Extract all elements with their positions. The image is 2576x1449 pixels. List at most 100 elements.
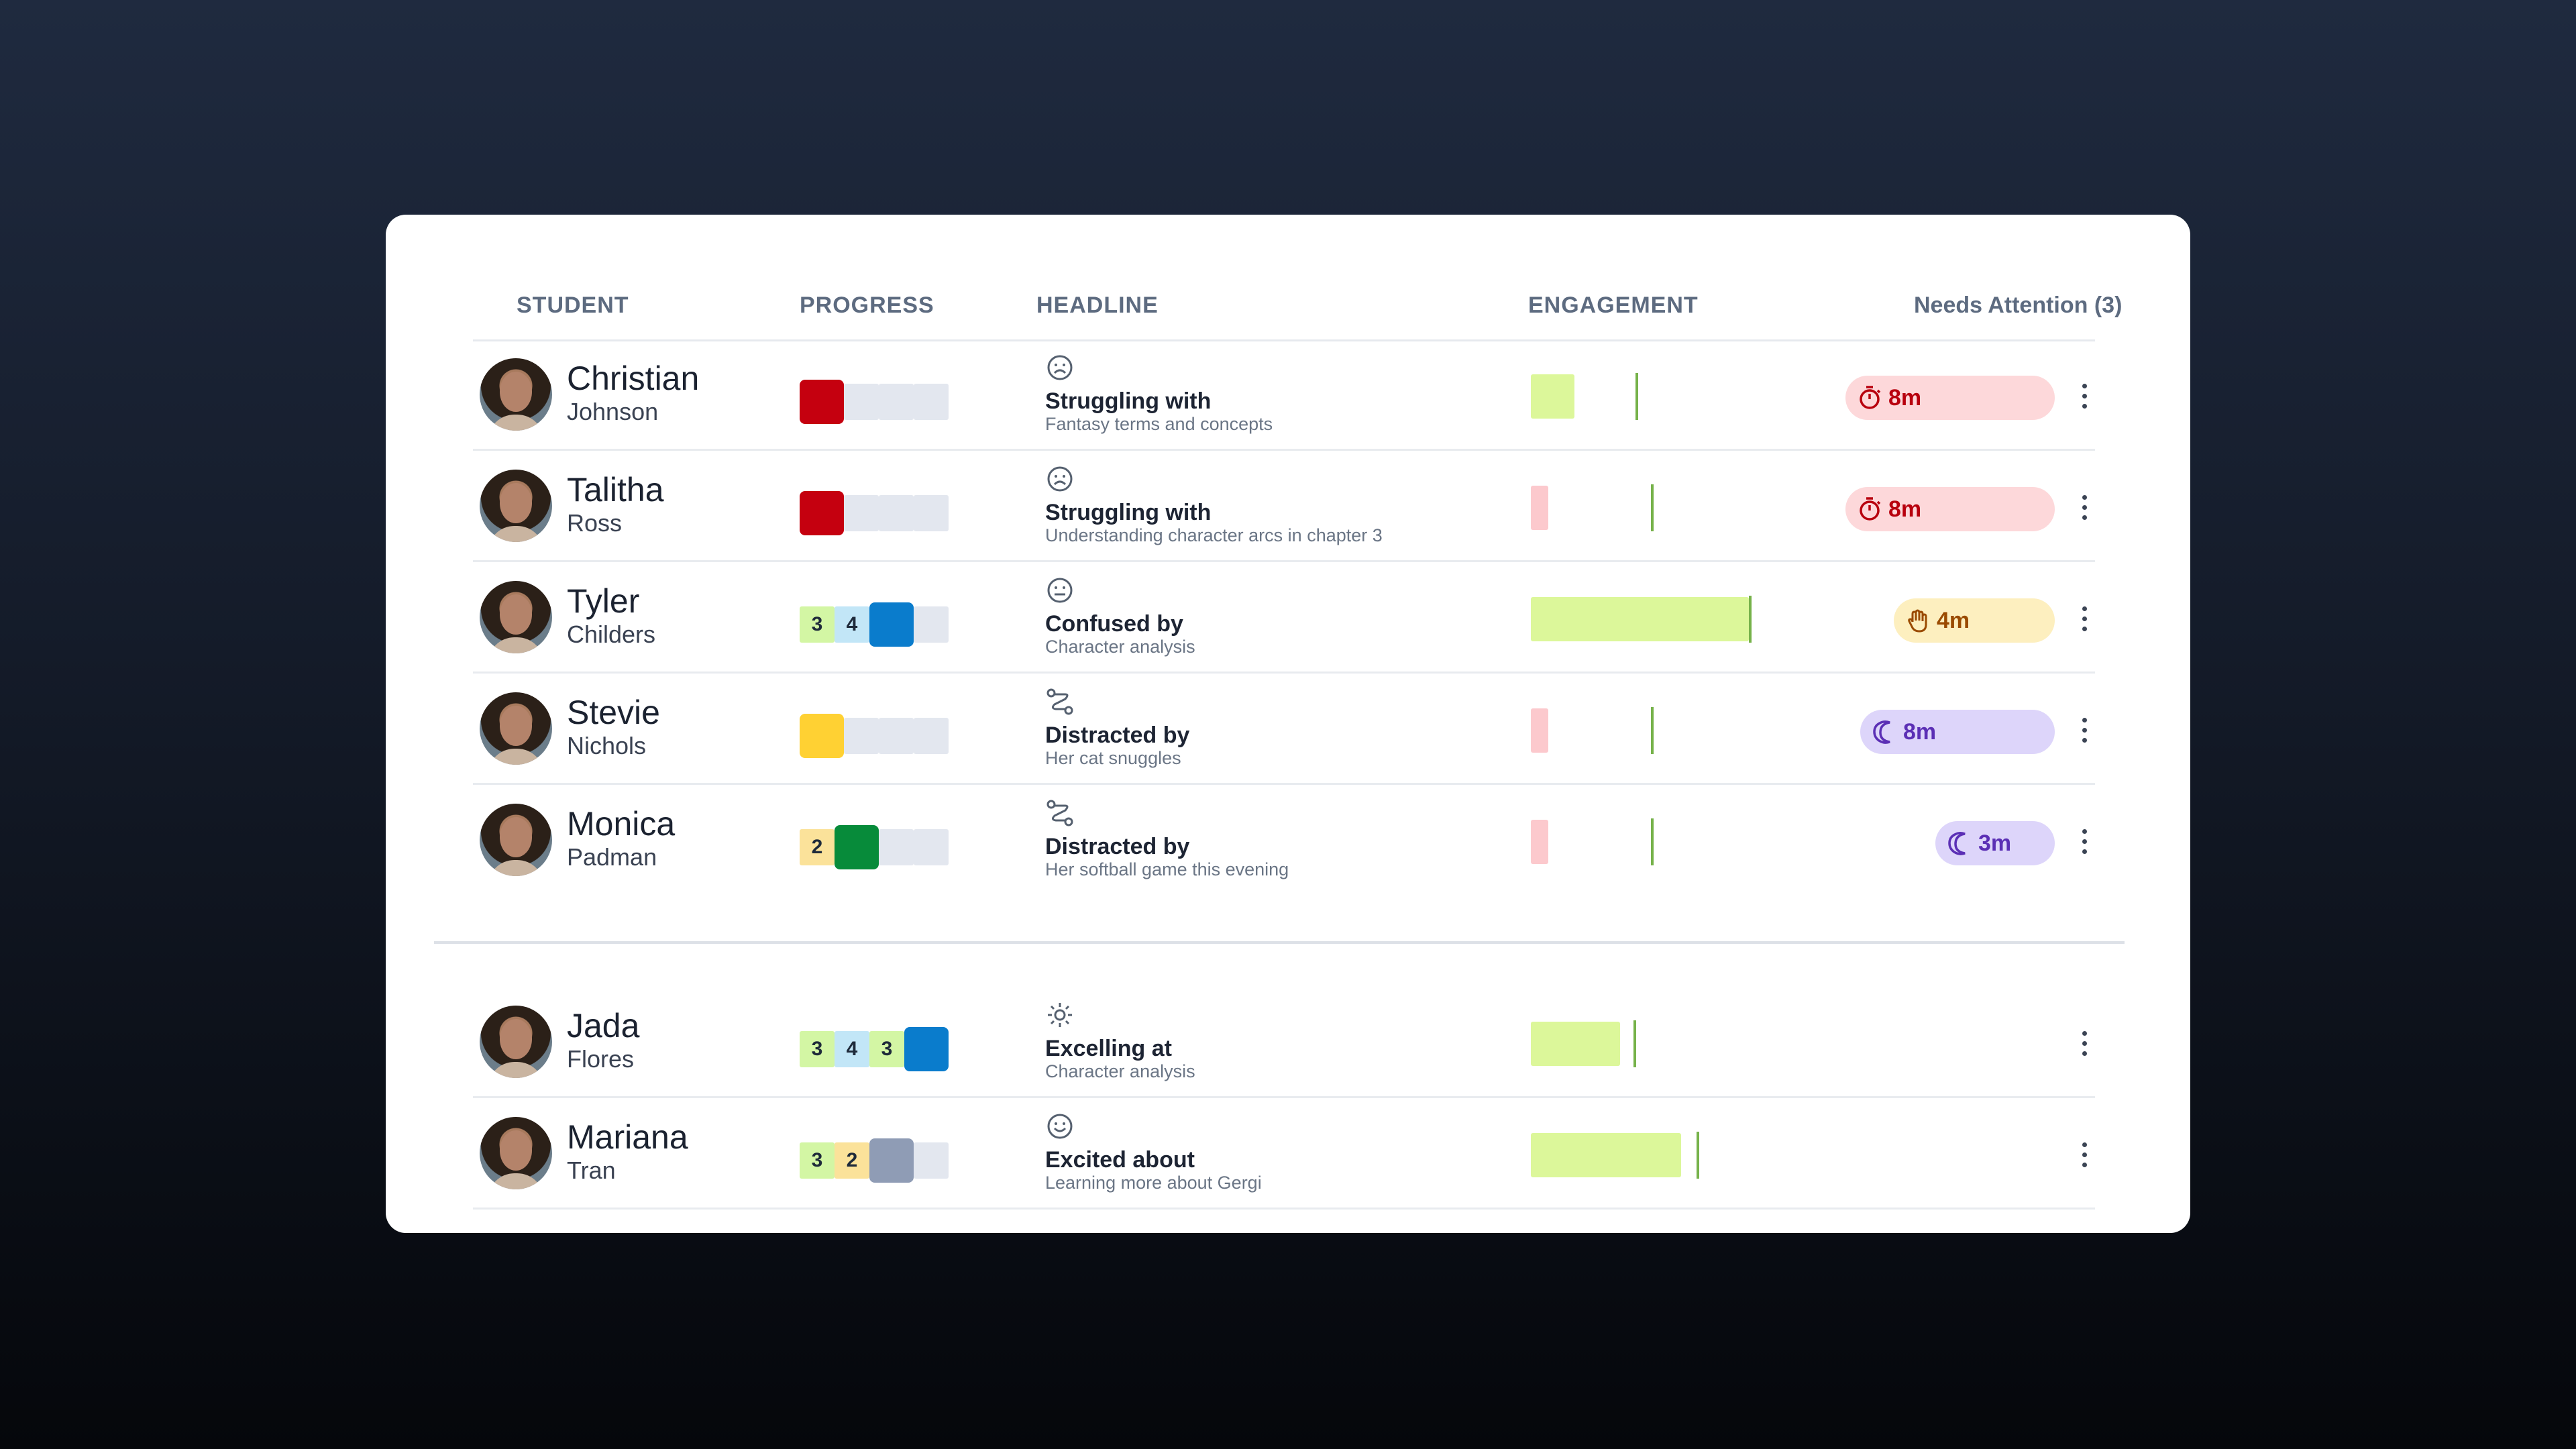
progress-score-cell: 4 bbox=[835, 606, 869, 643]
student-last-name: Flores bbox=[567, 1045, 635, 1073]
progress-score-cell: 4 bbox=[835, 1031, 869, 1067]
table-row[interactable]: Monica Padman 2 Distracted by Her softball g… bbox=[473, 785, 2095, 896]
avatar bbox=[480, 1006, 552, 1078]
attention-badge[interactable]: 4m bbox=[1894, 598, 2055, 643]
column-progress[interactable]: PROGRESS bbox=[800, 292, 934, 318]
engagement-target-marker bbox=[1635, 373, 1638, 420]
engagement-target-marker bbox=[1749, 596, 1752, 643]
more-options-icon[interactable] bbox=[2080, 715, 2088, 749]
headline-title: Excited about bbox=[1045, 1147, 1195, 1173]
progress-track[interactable] bbox=[800, 714, 949, 758]
more-options-icon[interactable] bbox=[2080, 1028, 2088, 1062]
attention-time: 4m bbox=[1937, 607, 1970, 633]
student-last-name: Nichols bbox=[567, 732, 647, 759]
student-first-name[interactable]: Monica bbox=[567, 805, 676, 843]
more-options-icon[interactable] bbox=[2080, 1140, 2088, 1173]
progress-current-block bbox=[869, 1138, 914, 1183]
progress-score-cell: 2 bbox=[835, 1142, 869, 1179]
sparkle-sun-icon bbox=[1048, 1003, 1072, 1027]
squiggle-path-icon bbox=[1046, 800, 1073, 826]
headline-detail: Learning more about Gergi bbox=[1045, 1173, 1262, 1193]
column-engagement[interactable]: ENGAGEMENT bbox=[1528, 292, 1699, 318]
stopwatch-icon bbox=[1860, 386, 1881, 409]
table-row[interactable]: Jada Flores 3 4 3 Excelling at Character analy… bbox=[473, 987, 2095, 1098]
progress-track[interactable]: 2 bbox=[800, 825, 949, 869]
engagement-target-marker bbox=[1697, 1132, 1699, 1179]
moon-icon bbox=[1948, 831, 1966, 855]
avatar bbox=[480, 581, 552, 653]
avatar bbox=[480, 358, 552, 431]
row-divider bbox=[473, 449, 2095, 451]
headline-title: Distracted by bbox=[1045, 834, 1190, 859]
engagement-target-marker bbox=[1651, 707, 1654, 754]
engagement-target-marker bbox=[1651, 484, 1654, 531]
progress-empty-cell bbox=[914, 829, 949, 865]
headline-title: Struggling with bbox=[1045, 388, 1212, 414]
student-first-name[interactable]: Mariana bbox=[567, 1118, 688, 1156]
row-divider bbox=[473, 1208, 2095, 1210]
table-row[interactable]: Tyler Childers 3 4 Confused by Character anal… bbox=[473, 562, 2095, 674]
headline-detail: Her cat snuggles bbox=[1045, 748, 1181, 768]
table-row[interactable]: Mariana Tran 3 2 Excited about Learning more … bbox=[473, 1098, 2095, 1210]
column-headline[interactable]: HEADLINE bbox=[1036, 292, 1159, 318]
student-first-name[interactable]: Stevie bbox=[567, 694, 660, 731]
more-options-icon[interactable] bbox=[2080, 604, 2088, 637]
student-first-name[interactable]: Christian bbox=[567, 360, 700, 397]
column-needs-attention[interactable]: Needs Attention (3) bbox=[1914, 292, 2123, 318]
table-row[interactable]: Christian Johnson Struggling with Fantasy t… bbox=[473, 339, 2095, 451]
engagement-bar bbox=[1531, 1022, 1620, 1066]
column-student[interactable]: STUDENT bbox=[517, 292, 629, 318]
student-first-name[interactable]: Jada bbox=[567, 1007, 640, 1044]
progress-score-cell: 3 bbox=[800, 1142, 835, 1179]
progress-empty-cell bbox=[879, 829, 914, 865]
progress-empty-cell bbox=[879, 718, 914, 754]
student-first-name[interactable]: Talitha bbox=[567, 471, 664, 508]
progress-score-cell: 3 bbox=[869, 1031, 904, 1067]
headline-title: Struggling with bbox=[1045, 500, 1212, 525]
attention-badge[interactable]: 3m bbox=[1935, 821, 2055, 865]
row-divider bbox=[473, 560, 2095, 562]
attention-badge[interactable]: 8m bbox=[1845, 376, 2055, 420]
more-options-icon[interactable] bbox=[2080, 492, 2088, 526]
avatar bbox=[480, 470, 552, 542]
progress-score-cell: 3 bbox=[800, 606, 835, 643]
row-divider bbox=[473, 783, 2095, 785]
student-last-name: Johnson bbox=[567, 398, 659, 425]
progress-current-block bbox=[835, 825, 879, 869]
student-last-name: Padman bbox=[567, 843, 657, 871]
headline-detail: Character analysis bbox=[1045, 1061, 1195, 1081]
attention-badge[interactable]: 8m bbox=[1860, 710, 2055, 754]
attention-time: 8m bbox=[1888, 496, 1922, 522]
attention-badge[interactable]: 8m bbox=[1845, 487, 2055, 531]
engagement-target-marker bbox=[1633, 1020, 1636, 1067]
attention-time: 8m bbox=[1903, 718, 1937, 745]
row-divider bbox=[473, 1096, 2095, 1098]
progress-current-block bbox=[800, 380, 844, 424]
progress-current-block bbox=[800, 491, 844, 535]
headline-title: Distracted by bbox=[1045, 722, 1190, 748]
engagement-bar bbox=[1531, 820, 1548, 864]
progress-current-block bbox=[869, 602, 914, 647]
engagement-bar bbox=[1531, 597, 1749, 641]
table-row[interactable]: Stevie Nichols Distracted by Her cat snuggl… bbox=[473, 674, 2095, 785]
student-first-name[interactable]: Tyler bbox=[567, 582, 640, 620]
headline-detail: Understanding character arcs in chapter … bbox=[1045, 525, 1383, 545]
student-last-name: Ross bbox=[567, 509, 623, 537]
more-options-icon[interactable] bbox=[2080, 381, 2088, 415]
avatar bbox=[480, 1117, 552, 1189]
progress-empty-cell bbox=[844, 384, 879, 420]
headline-detail: Fantasy terms and concepts bbox=[1045, 414, 1273, 434]
progress-track[interactable] bbox=[800, 491, 949, 535]
progress-empty-cell bbox=[914, 606, 949, 643]
progress-empty-cell bbox=[844, 495, 879, 531]
progress-track[interactable] bbox=[800, 380, 949, 424]
attention-time: 8m bbox=[1888, 384, 1922, 411]
headline-title: Excelling at bbox=[1045, 1036, 1172, 1061]
progress-empty-cell bbox=[879, 384, 914, 420]
table-row[interactable]: Talitha Ross Struggling with Understanding … bbox=[473, 451, 2095, 562]
more-options-icon[interactable] bbox=[2080, 826, 2088, 860]
engagement-bar bbox=[1531, 708, 1548, 753]
